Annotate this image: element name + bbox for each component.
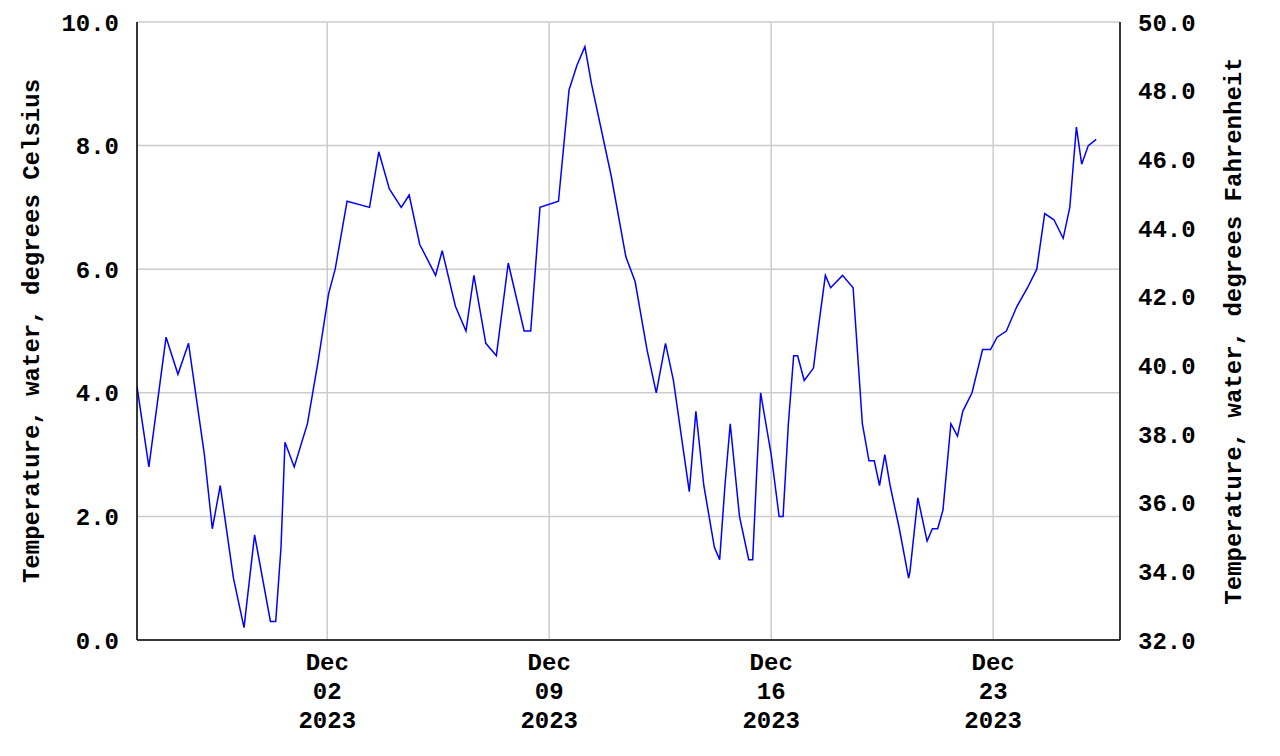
svg-text:6.0: 6.0 — [76, 258, 119, 285]
svg-text:2.0: 2.0 — [76, 505, 119, 532]
svg-text:38.0: 38.0 — [1138, 423, 1196, 450]
svg-text:4.0: 4.0 — [76, 381, 119, 408]
svg-text:Temperature, water, degrees Fa: Temperature, water, degrees Fahrenheit — [1221, 57, 1248, 604]
svg-text:36.0: 36.0 — [1138, 491, 1196, 518]
svg-text:Dec232023: Dec232023 — [964, 650, 1022, 735]
svg-text:0.0: 0.0 — [76, 629, 119, 656]
svg-text:Dec092023: Dec092023 — [520, 650, 578, 735]
svg-text:32.0: 32.0 — [1138, 629, 1196, 656]
svg-text:Dec162023: Dec162023 — [742, 650, 800, 735]
svg-text:8.0: 8.0 — [76, 134, 119, 161]
svg-text:48.0: 48.0 — [1138, 79, 1196, 106]
svg-text:46.0: 46.0 — [1138, 148, 1196, 175]
svg-text:Dec022023: Dec022023 — [298, 650, 356, 735]
svg-text:10.0: 10.0 — [61, 11, 119, 38]
svg-text:40.0: 40.0 — [1138, 354, 1196, 381]
svg-text:50.0: 50.0 — [1138, 11, 1196, 38]
svg-text:34.0: 34.0 — [1138, 560, 1196, 587]
svg-text:Temperature, water, degrees Ce: Temperature, water, degrees Celsius — [19, 79, 46, 583]
svg-text:44.0: 44.0 — [1138, 217, 1196, 244]
svg-text:42.0: 42.0 — [1138, 285, 1196, 312]
